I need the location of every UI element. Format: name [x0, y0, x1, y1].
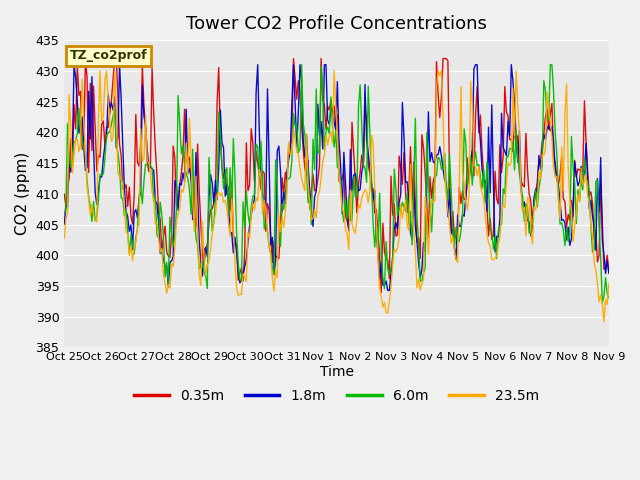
Text: TZ_co2prof: TZ_co2prof	[70, 49, 147, 62]
Legend: 0.35m, 1.8m, 6.0m, 23.5m: 0.35m, 1.8m, 6.0m, 23.5m	[129, 383, 545, 408]
Y-axis label: CO2 (ppm): CO2 (ppm)	[15, 152, 30, 235]
Title: Tower CO2 Profile Concentrations: Tower CO2 Profile Concentrations	[186, 15, 487, 33]
X-axis label: Time: Time	[319, 365, 353, 379]
